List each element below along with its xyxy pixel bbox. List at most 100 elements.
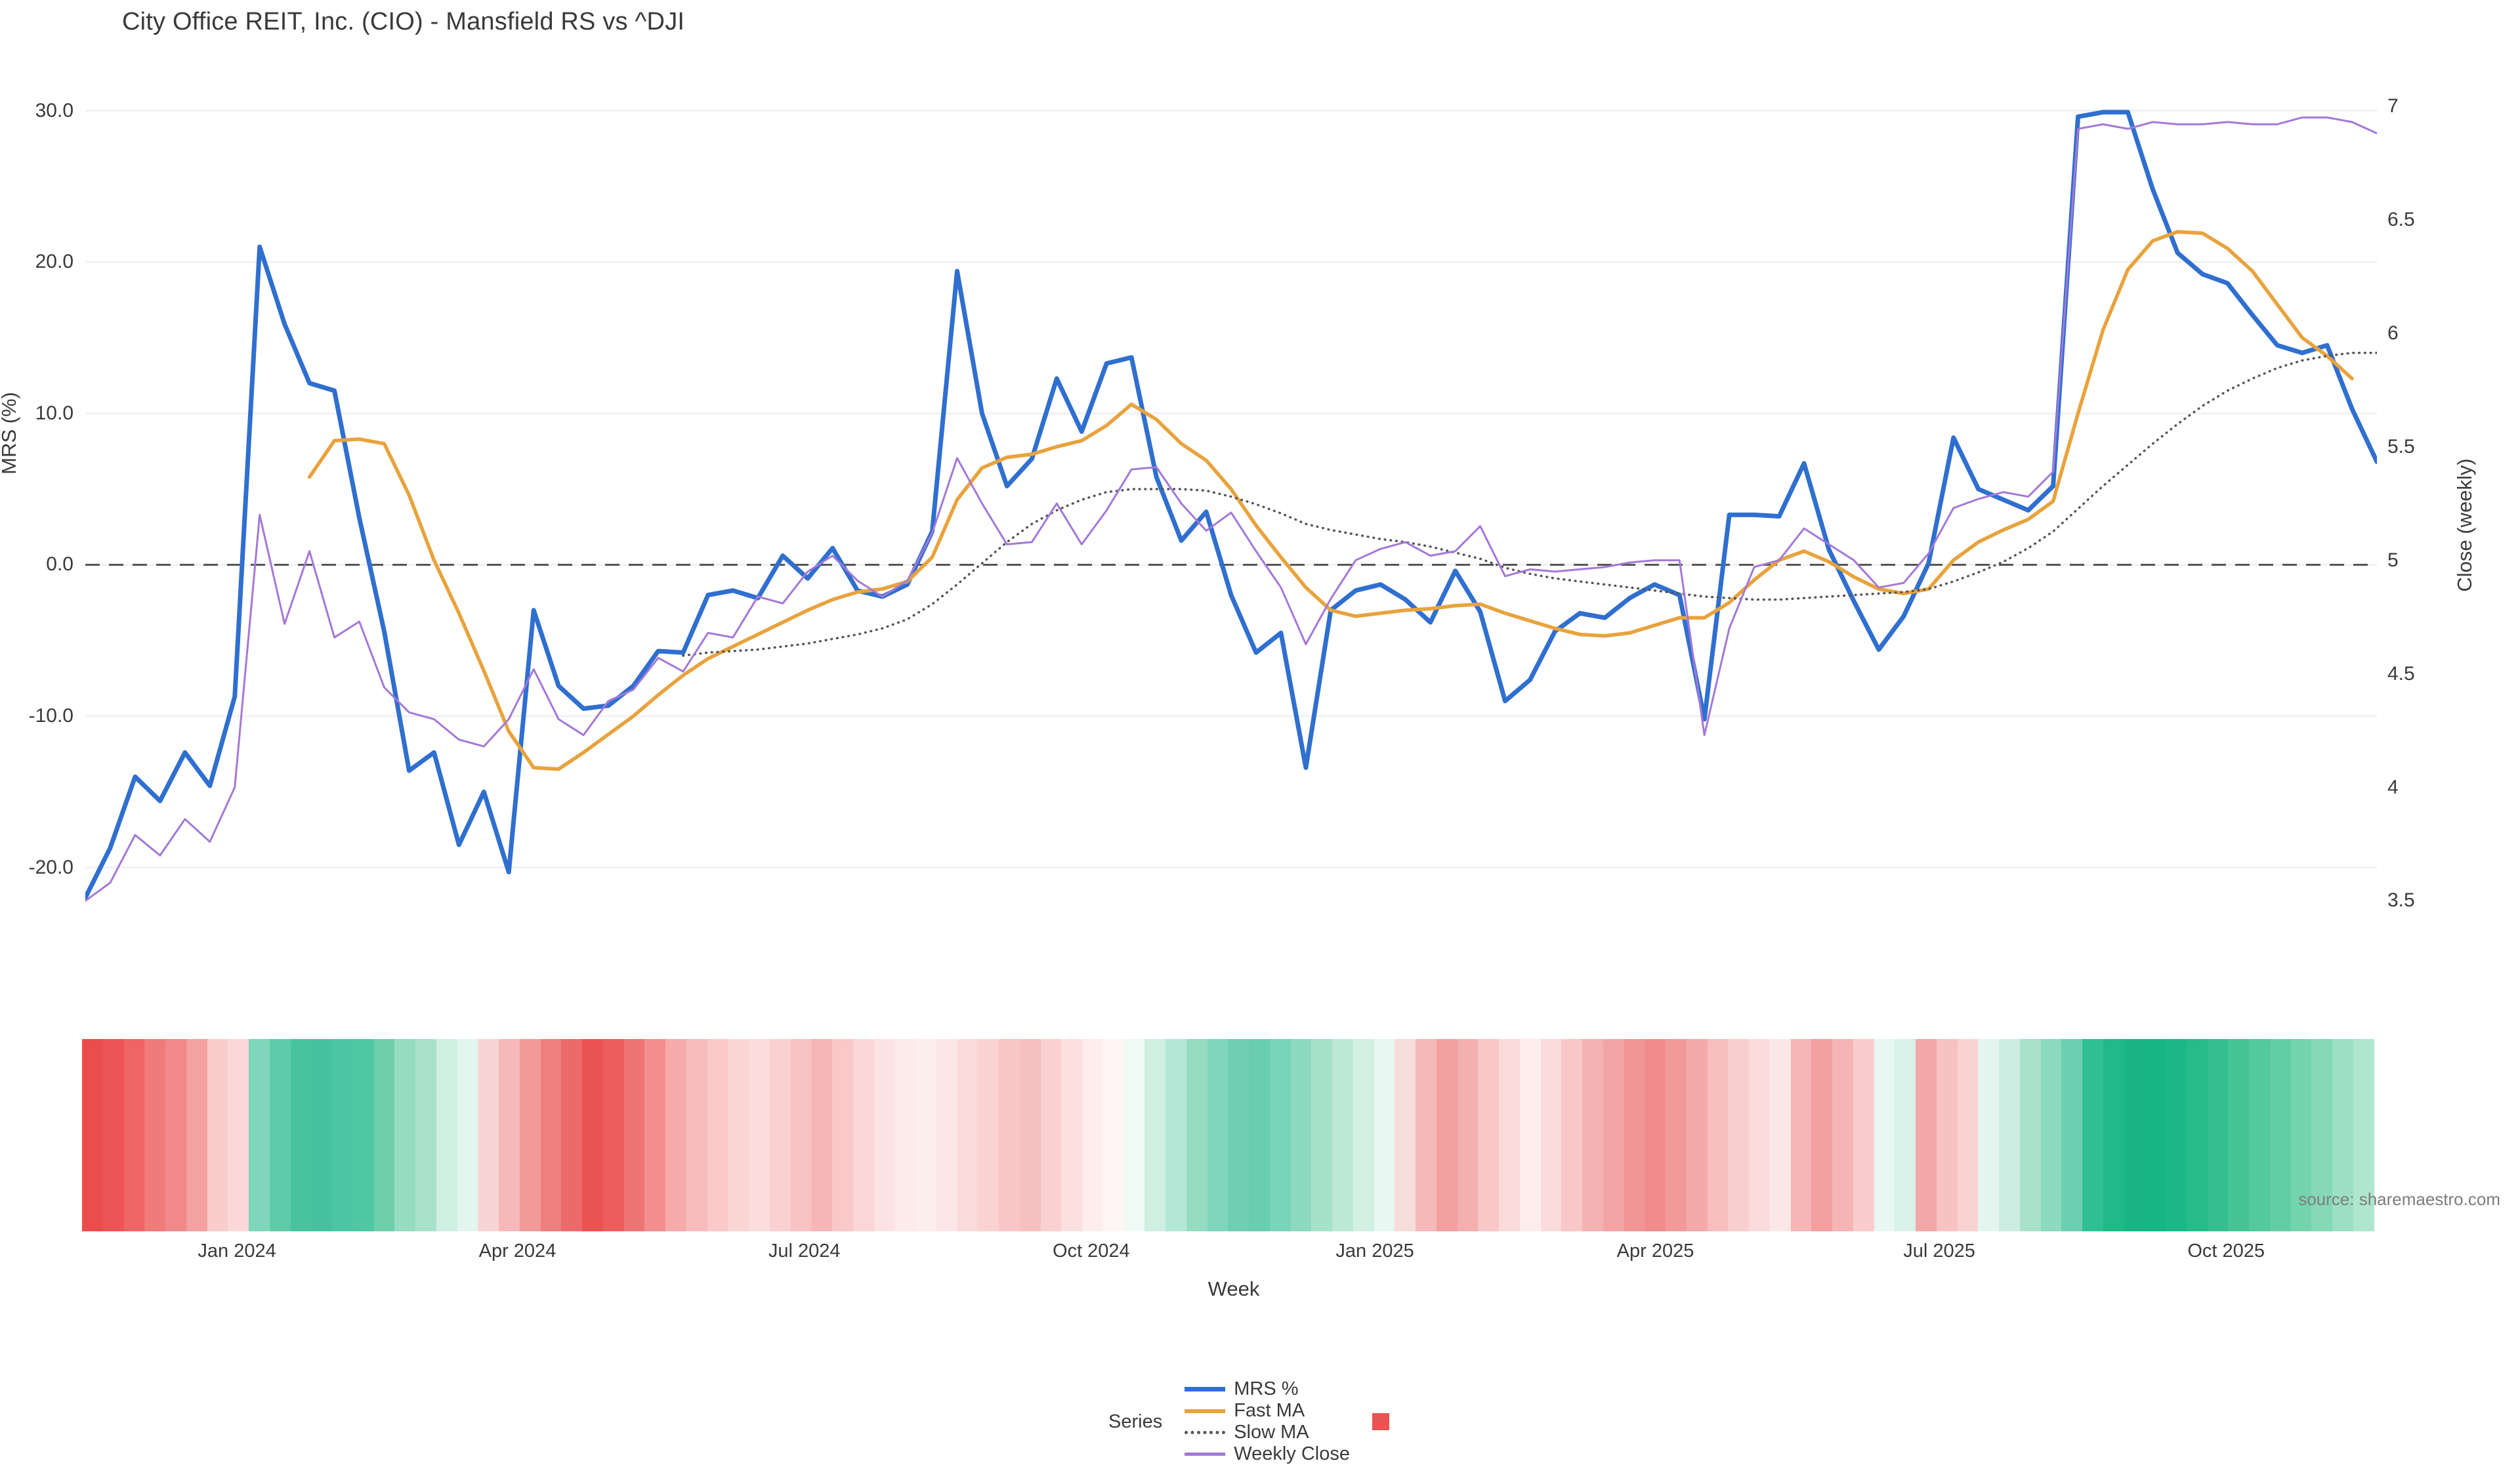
heat-band — [2019, 1039, 2041, 1231]
heat-band — [1749, 1039, 1770, 1231]
legend-items: MRS % Fast MA Slow MA Weekly Close — [1185, 1378, 1372, 1465]
x-tick: Oct 2024 — [1052, 1241, 1130, 1262]
heat-band — [2290, 1039, 2312, 1231]
heat-band — [2124, 1039, 2145, 1231]
heat-band — [644, 1039, 665, 1231]
x-tick: Apr 2025 — [1616, 1241, 1694, 1262]
heat-band — [1916, 1039, 1937, 1231]
heat-band — [1332, 1039, 1353, 1231]
legend-item-extra-swatch[interactable] — [1372, 1413, 1389, 1430]
y-tick-right: 3.5 — [2387, 889, 2415, 912]
heat-band — [2103, 1039, 2124, 1231]
heat-band — [1166, 1039, 1186, 1231]
heat-band — [1540, 1039, 1562, 1231]
heat-band — [290, 1039, 312, 1231]
y-axis-right-label: Close (weekly) — [2453, 458, 2476, 592]
heat-band — [1374, 1039, 1395, 1231]
heat-band — [1124, 1039, 1145, 1231]
x-axis-label: Week — [1208, 1277, 1260, 1300]
heat-band — [2249, 1039, 2270, 1231]
heat-band — [1790, 1039, 1812, 1231]
heat-band — [519, 1039, 541, 1231]
heat-band — [457, 1039, 478, 1231]
heat-band — [1144, 1039, 1166, 1231]
heat-band — [352, 1039, 374, 1231]
x-tick: Jan 2024 — [198, 1241, 276, 1262]
heat-band — [1645, 1039, 1666, 1231]
heat-band — [1249, 1039, 1270, 1231]
heat-band — [1269, 1039, 1291, 1231]
heat-band — [1832, 1039, 1853, 1231]
y-tick-left: 20.0 — [35, 251, 74, 273]
heat-band — [123, 1039, 145, 1231]
heat-band — [1478, 1039, 1499, 1231]
y-tick-left: 30.0 — [35, 99, 74, 121]
heat-band — [2166, 1039, 2187, 1231]
heat-band — [1207, 1039, 1228, 1231]
heat-band — [582, 1039, 603, 1231]
y-tick-right: 4.5 — [2387, 662, 2415, 685]
heat-band — [1082, 1039, 1103, 1231]
heat-band — [1978, 1039, 1999, 1231]
x-tick: Jul 2024 — [768, 1241, 841, 1262]
heat-band — [228, 1039, 249, 1231]
legend-swatch-fast-ma — [1185, 1409, 1226, 1413]
x-tick: Oct 2025 — [2187, 1241, 2265, 1262]
heat-band — [1728, 1039, 1749, 1231]
heat-band — [665, 1039, 686, 1231]
heat-band — [832, 1039, 853, 1231]
legend-title: Series — [1108, 1411, 1163, 1432]
y-tick-right: 5.5 — [2387, 435, 2415, 457]
heat-band — [623, 1039, 645, 1231]
heat-band — [394, 1039, 415, 1231]
heat-band — [1353, 1039, 1374, 1231]
heat-band — [499, 1039, 520, 1231]
heat-band — [852, 1039, 874, 1231]
x-tick: Jan 2025 — [1335, 1241, 1414, 1262]
page-title: City Office REIT, Inc. (CIO) - Mansfield… — [122, 8, 685, 35]
heat-band — [1853, 1039, 1874, 1231]
heat-band — [1936, 1039, 1958, 1231]
heat-band — [2082, 1039, 2103, 1231]
heat-band — [165, 1039, 186, 1231]
heat-band — [602, 1039, 624, 1231]
series-line-weekly-close — [85, 116, 2377, 902]
heat-band — [936, 1039, 957, 1231]
series-line-slow-ma — [682, 351, 2377, 657]
legend-item-fast-ma[interactable]: Fast MA — [1185, 1400, 1350, 1422]
heat-band — [1999, 1039, 2020, 1231]
heat-band — [2228, 1039, 2249, 1231]
heat-band — [999, 1039, 1020, 1231]
heat-band — [1686, 1039, 1708, 1231]
heat-band — [1957, 1039, 1979, 1231]
y-tick-left: -10.0 — [28, 705, 74, 727]
chart-canvas: City Office REIT, Inc. (CIO) - Mansfield… — [0, 8, 2500, 1464]
heat-band — [2311, 1039, 2332, 1231]
heat-band — [1186, 1039, 1208, 1231]
heat-band — [957, 1039, 978, 1231]
legend-item-mrs[interactable]: MRS % — [1185, 1378, 1350, 1400]
heat-band — [1436, 1039, 1458, 1231]
heat-band — [1395, 1039, 1416, 1231]
heat-band — [1895, 1039, 1916, 1231]
y-tick-right: 6.5 — [2387, 208, 2415, 230]
heat-band — [873, 1039, 895, 1231]
heat-band — [82, 1039, 103, 1231]
heat-band — [102, 1039, 124, 1231]
heat-band — [1707, 1039, 1729, 1231]
heat-band — [2040, 1039, 2062, 1231]
heat-band — [311, 1039, 332, 1231]
legend-item-slow-ma[interactable]: Slow MA — [1185, 1422, 1350, 1443]
legend-label-slow-ma: Slow MA — [1234, 1422, 1309, 1443]
heat-band — [1874, 1039, 1895, 1231]
legend-item-weekly-close[interactable]: Weekly Close — [1185, 1443, 1350, 1465]
heat-band — [1769, 1039, 1791, 1231]
heat-band — [2207, 1039, 2229, 1231]
heat-band — [1228, 1039, 1249, 1231]
legend-swatch-weekly-close — [1185, 1453, 1226, 1456]
y-tick-right: 7 — [2387, 95, 2399, 117]
heat-band — [2353, 1039, 2374, 1231]
legend-swatch-mrs — [1185, 1387, 1226, 1391]
legend-label-weekly-close: Weekly Close — [1234, 1443, 1350, 1464]
heat-band — [1519, 1039, 1541, 1231]
